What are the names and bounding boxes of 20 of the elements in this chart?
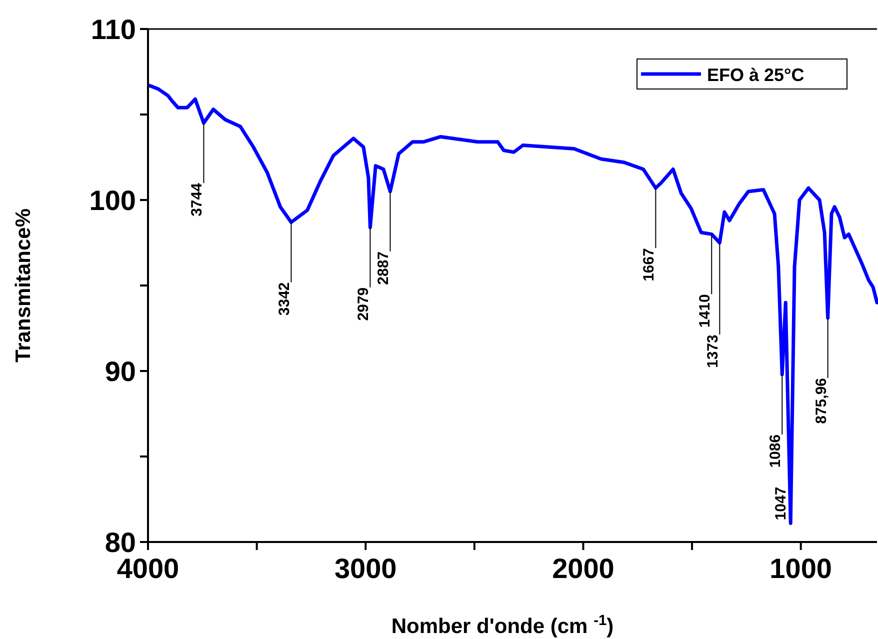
x-tick-label: 2000 [552, 553, 614, 584]
annotation: 875,96 [812, 378, 830, 424]
legend-label: EFO à 25°C [707, 65, 804, 85]
annotation: 1410 [696, 294, 714, 328]
x-axis-title: Nomber d'onde (cm $^{-1}$) [391, 613, 614, 638]
y-tick-label: 110 [90, 14, 136, 45]
annotation: 1373 [704, 334, 722, 368]
annotation: 2979 [355, 287, 372, 321]
annotation: 1667 [640, 248, 658, 282]
annotation: 1086 [767, 434, 784, 468]
annotation: 3342 [276, 282, 294, 316]
annotation: 2887 [375, 251, 392, 285]
y-tick-label: 90 [104, 356, 136, 387]
x-tick-label: 1000 [770, 553, 832, 584]
annotation: 3744 [188, 182, 206, 216]
x-tick-label: 3000 [334, 553, 397, 584]
annotation: 1047 [772, 486, 790, 520]
y-axis-title: Transmitance% [12, 208, 35, 363]
y-tick-label: 100 [89, 185, 136, 216]
line-series [147, 84, 878, 525]
